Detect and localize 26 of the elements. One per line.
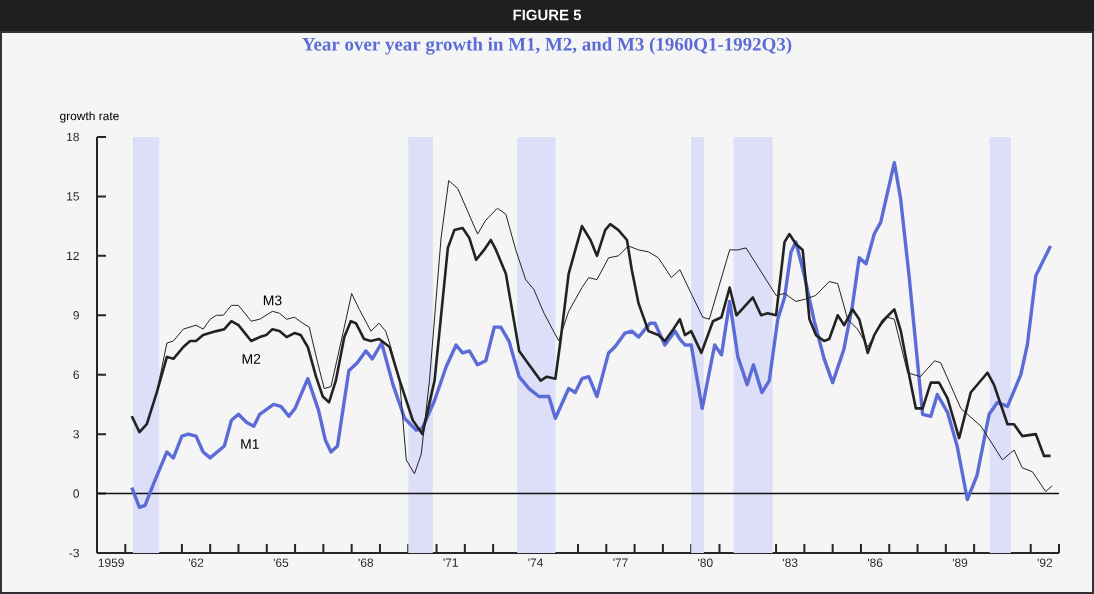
series-label: M2	[242, 353, 261, 364]
x-tick-label: '89	[952, 558, 968, 567]
x-tick-label: '74	[528, 558, 544, 567]
y-tick-label: 9	[73, 311, 79, 320]
chart-title: FIGURE 5	[513, 9, 582, 21]
x-tick-label: '77	[613, 558, 628, 567]
y-tick-label: 0	[73, 489, 80, 498]
x-tick-label: '65	[273, 558, 289, 567]
y-tick-label: 12	[67, 251, 79, 261]
x-tick-label: '80	[698, 558, 713, 567]
y-tick-label: 18	[67, 132, 79, 142]
x-tick-label: 1959	[98, 558, 124, 567]
y-tick-label: 15	[67, 192, 79, 201]
y-tick-label: 3	[73, 429, 79, 439]
x-tick-label: '92	[1037, 558, 1053, 567]
x-tick-label: '86	[867, 558, 883, 567]
y-tick-label: -3	[69, 548, 79, 558]
y-axis-title: growth rate	[60, 111, 119, 123]
chart-subtitle: Year over year growth in M1, M2, and M3 (1960Q1-1992Q3)	[302, 37, 792, 55]
x-tick-label: '62	[188, 558, 204, 567]
x-tick-label: '71	[443, 558, 458, 567]
x-tick-label: '68	[358, 558, 374, 567]
x-tick-label: '83	[783, 558, 798, 567]
y-tick-label: 6	[73, 370, 79, 379]
series-label: M3	[263, 295, 282, 306]
series-label: M1	[241, 439, 259, 449]
